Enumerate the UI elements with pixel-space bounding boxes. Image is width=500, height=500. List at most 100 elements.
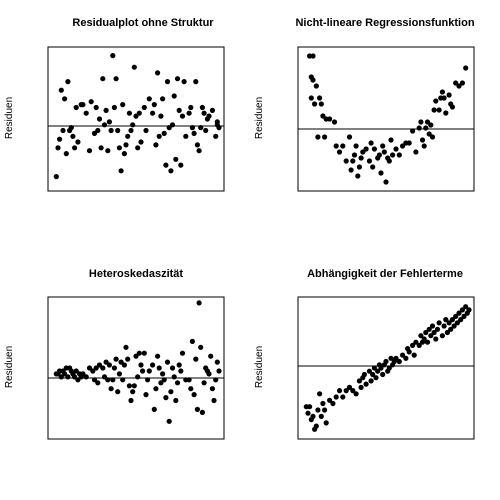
scatter-point [103,107,109,113]
panel-2-points [307,53,469,185]
scatter-point [80,371,86,377]
scatter-point [331,119,338,125]
scatter-point [340,143,346,149]
scatter-point [194,406,200,412]
panel-nonlinear-regression: Nicht-lineare Regressionsfunktion Residu… [254,17,475,192]
scatter-point [136,110,142,116]
scatter-point [63,151,69,157]
scatter-point [213,133,219,139]
scatter-point [375,368,381,374]
scatter-point [53,174,59,180]
scatter-point [188,104,194,111]
panel-error-dependence: Abhängigkeit der Fehlerterme Residuen [254,268,475,440]
scatter-point [199,104,205,111]
panel-2-frame [297,46,475,192]
scatter-point [75,139,81,145]
scatter-point [419,137,426,143]
scatter-point [426,131,432,137]
scatter-point [366,158,372,164]
scatter-point [363,146,369,152]
scatter-point [376,152,382,158]
scatter-point [370,371,376,378]
scatter-point [164,79,171,85]
scatter-point [340,394,346,400]
scatter-point [194,142,200,148]
scatter-point [368,378,374,384]
scatter-point [358,384,364,390]
scatter-point [70,133,76,139]
scatter-point [60,127,66,134]
scatter-point [443,317,449,323]
scatter-point [317,391,323,397]
scatter-point [193,79,199,85]
scatter-point [418,119,424,125]
scatter-point [421,336,427,342]
scatter-point [353,391,359,397]
scatter-point [151,102,157,108]
scatter-point [378,170,384,176]
scatter-point [110,53,116,59]
scatter-point [173,397,179,404]
scatter-point [444,329,450,336]
scatter-point [171,93,177,99]
scatter-point [456,310,462,316]
scatter-point [155,70,161,76]
scatter-point [100,365,106,371]
panel-3-ylabel: Residuen [4,346,15,388]
scatter-point [443,110,449,116]
scatter-point [429,323,436,329]
scatter-point [350,388,356,394]
scatter-point [62,371,68,377]
scatter-point [307,404,313,410]
scatter-point [313,423,319,429]
scatter-point [446,92,452,98]
scatter-point [95,127,101,134]
scatter-point [178,368,184,374]
scatter-point [343,158,349,164]
scatter-point [315,407,321,413]
scatter-point [461,313,467,319]
scatter-point [206,113,212,119]
scatter-point [105,377,111,383]
scatter-point [98,145,104,151]
scatter-point [125,133,131,139]
scatter-point [110,377,116,383]
scatter-point [208,353,214,359]
scatter-point [179,350,186,356]
scatter-point [191,130,197,136]
scatter-point [138,139,144,145]
scatter-point [198,125,204,131]
scatter-point [209,107,215,113]
scatter-point [406,140,412,146]
panel-1-title: Residualplot ohne Struktur [72,17,214,29]
scatter-point [370,164,376,170]
scatter-point [169,365,176,371]
scatter-point [386,365,392,371]
scatter-point [136,350,142,356]
scatter-point [150,362,156,368]
scatter-point [322,407,328,413]
scatter-point [123,344,129,350]
scatter-point [188,386,194,392]
scatter-point [186,110,192,116]
scatter-point [168,389,174,395]
scatter-point [441,323,447,329]
scatter-point [315,134,321,140]
scatter-point [317,95,323,101]
scatter-point [145,377,151,383]
scatter-point [310,53,316,59]
scatter-point [199,409,205,415]
scatter-point [115,127,121,134]
scatter-point [156,133,162,139]
scatter-point [336,149,343,155]
scatter-point [106,119,112,125]
scatter-point [138,362,144,368]
scatter-point [320,400,326,407]
scatter-point [336,388,343,394]
scatter-point [174,76,181,82]
scatter-point [343,388,349,394]
scatter-point [463,65,469,71]
scatter-point [186,377,192,383]
scatter-point [396,358,402,365]
scatter-point [439,333,445,339]
